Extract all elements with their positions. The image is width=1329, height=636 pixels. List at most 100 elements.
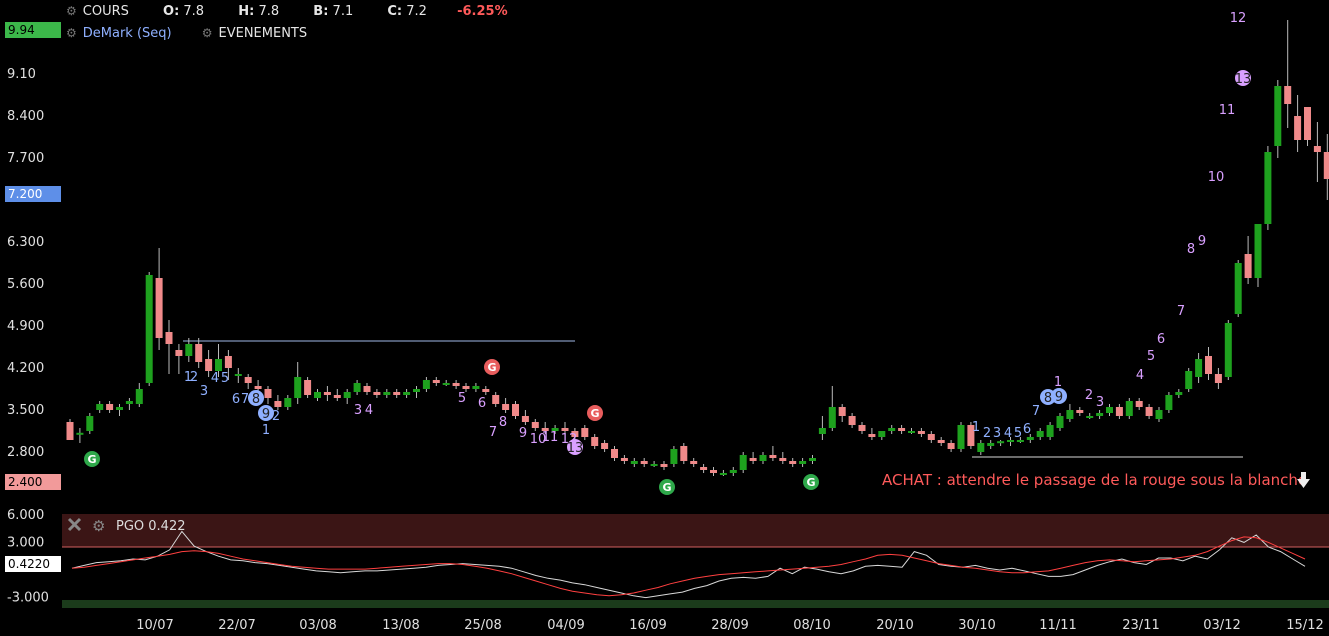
demark-count: 12 bbox=[1230, 11, 1247, 26]
candle-body bbox=[759, 455, 767, 461]
indicator-name[interactable]: DeMark (Seq) bbox=[82, 26, 172, 41]
gear-icon[interactable]: ⚙ bbox=[66, 4, 77, 18]
demark-count: 4 bbox=[365, 403, 373, 418]
demark-circle bbox=[1051, 388, 1067, 404]
candle-body bbox=[1214, 374, 1222, 383]
price-tick-label: 5.600 bbox=[7, 277, 44, 292]
candle-body bbox=[1125, 401, 1133, 416]
candle-body bbox=[442, 383, 450, 385]
demark-count: 11 bbox=[1219, 103, 1236, 118]
candle-body bbox=[1036, 431, 1044, 437]
candle-body bbox=[343, 392, 351, 398]
demark-count: 13 bbox=[1235, 72, 1252, 87]
date-tick-label: 11/11 bbox=[1039, 618, 1076, 633]
candle-body bbox=[86, 416, 94, 431]
candle-body bbox=[997, 441, 1005, 444]
demark-count: 2 bbox=[272, 409, 280, 424]
candle-body bbox=[1066, 410, 1074, 419]
low-label: B: bbox=[313, 4, 329, 19]
candle-body bbox=[967, 425, 975, 446]
candle-body bbox=[1274, 86, 1282, 146]
open-label: O: bbox=[163, 4, 180, 19]
gear-icon[interactable]: ⚙ bbox=[201, 26, 213, 40]
close-icon[interactable] bbox=[67, 517, 82, 532]
event-marker[interactable] bbox=[484, 359, 500, 375]
low-value: 7.1 bbox=[332, 4, 354, 19]
event-markers: G G G G G bbox=[84, 359, 819, 495]
candle-body bbox=[502, 404, 510, 410]
candle-body bbox=[165, 332, 173, 344]
candle-body bbox=[650, 464, 658, 466]
demark-count: 1 bbox=[972, 420, 980, 435]
candle-body bbox=[1195, 359, 1203, 377]
candle-body bbox=[957, 425, 965, 449]
candle-body bbox=[719, 473, 727, 475]
oscillator-tick-label: 6.000 bbox=[7, 508, 44, 523]
candle-body bbox=[1244, 254, 1252, 278]
date-tick-label: 30/10 bbox=[958, 618, 995, 633]
demark-count: 6 bbox=[1023, 422, 1031, 437]
demark-count: 5 bbox=[1147, 349, 1155, 364]
candle-body bbox=[630, 461, 638, 464]
buy-annotation: ACHAT : attendre le passage de la rouge … bbox=[882, 471, 1307, 489]
candle-body bbox=[1294, 116, 1302, 140]
event-marker[interactable] bbox=[803, 474, 819, 490]
price-tick-label: 2.800 bbox=[7, 445, 44, 460]
date-tick-label: 10/07 bbox=[136, 618, 173, 633]
candle-body bbox=[878, 431, 886, 437]
candle-body bbox=[304, 380, 312, 395]
demark-count: 10 bbox=[530, 432, 547, 447]
candle-body bbox=[1234, 263, 1242, 314]
candle-body bbox=[561, 428, 569, 431]
price-tick-label: 9.10 bbox=[7, 67, 36, 82]
candle-body bbox=[670, 449, 678, 464]
candle-body bbox=[1115, 407, 1123, 416]
demark-count: 7 bbox=[241, 392, 249, 407]
close-label: C: bbox=[387, 4, 403, 19]
events-toggle[interactable]: EVENEMENTS bbox=[218, 26, 308, 41]
oscillator-tick-label: -3.000 bbox=[7, 591, 49, 606]
date-tick-label: 03/08 bbox=[299, 618, 336, 633]
demark-count: 8 bbox=[1044, 391, 1052, 406]
demark-circle bbox=[1235, 70, 1251, 86]
candle-body bbox=[789, 461, 797, 464]
candle-body bbox=[413, 389, 420, 392]
open-value: 7.8 bbox=[183, 4, 205, 19]
candle-body bbox=[779, 458, 787, 461]
overbought-zone bbox=[62, 514, 1329, 547]
gear-icon[interactable]: ⚙ bbox=[66, 26, 77, 40]
series-name: COURS bbox=[82, 4, 129, 19]
candle-body bbox=[422, 380, 430, 389]
candle-body bbox=[76, 432, 84, 435]
candle-body bbox=[274, 401, 282, 407]
price-tick-label: 4.900 bbox=[7, 319, 44, 334]
close-value: 7.2 bbox=[406, 4, 427, 19]
demark-count: 1 bbox=[184, 370, 192, 385]
event-marker[interactable] bbox=[659, 479, 675, 495]
event-marker-letter: G bbox=[487, 361, 496, 374]
event-marker[interactable] bbox=[587, 405, 603, 421]
event-marker[interactable] bbox=[84, 451, 100, 467]
candle-body bbox=[809, 458, 816, 461]
candle-body bbox=[521, 416, 529, 422]
gear-icon[interactable]: ⚙ bbox=[92, 517, 105, 535]
max-price-tag: 9.94 bbox=[5, 22, 61, 38]
demark-count: 1 bbox=[262, 423, 270, 438]
candle-body bbox=[1135, 401, 1143, 407]
candle-body bbox=[175, 350, 183, 356]
candle-body bbox=[660, 464, 668, 467]
candle-body bbox=[244, 377, 252, 383]
candle-body bbox=[848, 416, 856, 425]
demark-count: 9 bbox=[519, 426, 527, 441]
demark-count: 6 bbox=[478, 396, 486, 411]
candle-body bbox=[1046, 425, 1054, 437]
candle-body bbox=[1304, 107, 1311, 140]
candle-body bbox=[591, 437, 599, 446]
candle-body bbox=[1056, 416, 1064, 428]
demark-count: 9 bbox=[1055, 390, 1063, 405]
candle-body bbox=[769, 455, 777, 458]
candle-body bbox=[284, 398, 292, 407]
date-tick-label: 15/12 bbox=[1286, 618, 1323, 633]
demark-count: 10 bbox=[1208, 170, 1225, 185]
